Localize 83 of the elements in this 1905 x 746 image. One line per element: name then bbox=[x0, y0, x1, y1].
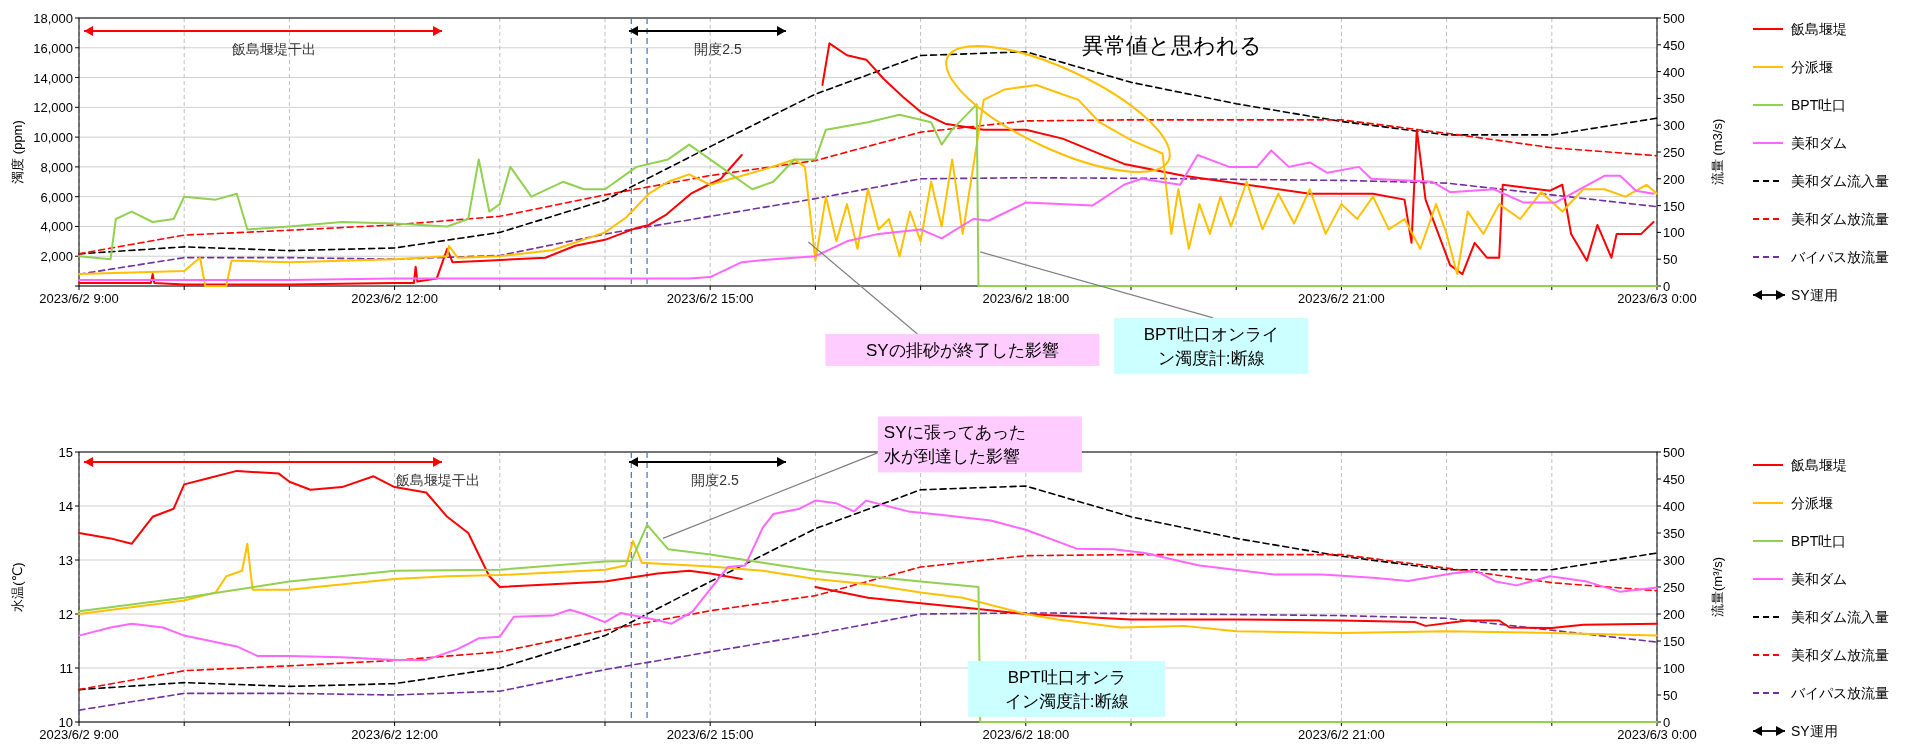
text: SY運用 bbox=[1791, 287, 1838, 303]
y2-tick-label: 500 bbox=[1663, 11, 1685, 26]
legend-label: 美和ダム bbox=[1791, 135, 1847, 151]
y-tick-label: 12,000 bbox=[33, 100, 73, 116]
y2-tick-label: 50 bbox=[1663, 252, 1678, 268]
y2-axis-title: 流量 (m3/s) bbox=[1710, 118, 1725, 186]
x-tick-label: 2023/6/2 18:00 bbox=[982, 727, 1070, 742]
y2-tick-label: 200 bbox=[1663, 607, 1685, 622]
legend-label: 分派堰 bbox=[1791, 495, 1833, 511]
y2-tick-label: 450 bbox=[1663, 472, 1685, 487]
y-axis-title: 濁度 (ppm) bbox=[10, 120, 25, 184]
y2-tick-label: 500 bbox=[1663, 445, 1685, 460]
legend-label: 美和ダム放流量 bbox=[1791, 647, 1889, 663]
legend-label: 美和ダム放流量 bbox=[1791, 211, 1889, 227]
annotation: 開度2.5 bbox=[694, 41, 742, 57]
legend-label: 飯島堰堤 bbox=[1791, 457, 1847, 473]
legend-label: 飯島堰堤 bbox=[1791, 21, 1847, 37]
x-tick-label: 2023/6/2 21:00 bbox=[1298, 291, 1385, 306]
y-tick-label: 14 bbox=[58, 499, 73, 514]
legend-label: 美和ダム流入量 bbox=[1791, 173, 1889, 189]
y-tick-label: 16,000 bbox=[33, 40, 73, 56]
y-tick-label: 10,000 bbox=[33, 130, 73, 146]
legend-label: 分派堰 bbox=[1791, 59, 1833, 75]
y2-tick-label: 0 bbox=[1663, 279, 1671, 294]
x-tick-label: 2023/6/2 21:00 bbox=[1298, 727, 1385, 742]
legend-label: BPT吐口 bbox=[1791, 97, 1847, 113]
y2-tick-label: 300 bbox=[1663, 118, 1685, 134]
y2-axis-title: 流量(m³/s) bbox=[1710, 557, 1725, 617]
annotation: SYの排砂が終了した影響 bbox=[866, 340, 1059, 360]
y2-tick-label: 200 bbox=[1663, 171, 1685, 187]
y-tick-label: 18,000 bbox=[33, 11, 73, 26]
y2-tick-label: 0 bbox=[1663, 715, 1671, 730]
line-series bbox=[78, 149, 1655, 282]
y-axis-title: 水温(℃) bbox=[10, 562, 25, 612]
y2-tick-label: 250 bbox=[1663, 145, 1685, 160]
annotation: BPT吐口オンライン濁度計:断線 bbox=[1143, 324, 1279, 368]
annotation: BPT吐口オンライン濁度計:断線 bbox=[1004, 668, 1129, 711]
y2-tick-label: 350 bbox=[1663, 526, 1685, 541]
x-tick-label: 2023/6/2 12:00 bbox=[351, 727, 438, 742]
line-series bbox=[78, 540, 1658, 637]
y2-tick-label: 450 bbox=[1663, 37, 1685, 53]
y2-tick-label: 300 bbox=[1663, 553, 1685, 568]
x-tick-label: 2023/6/3 0:00 bbox=[1617, 727, 1697, 742]
y2-tick-label: 150 bbox=[1663, 634, 1685, 649]
legend-label: 美和ダム流入量 bbox=[1791, 609, 1889, 625]
y2-tick-label: 150 bbox=[1663, 198, 1685, 214]
line-series bbox=[78, 612, 1658, 711]
annotation: 異常値と思われる bbox=[1082, 33, 1262, 58]
line-series bbox=[78, 499, 1658, 661]
x-tick-label: 2023/6/2 18:00 bbox=[982, 291, 1070, 306]
y2-tick-label: 250 bbox=[1663, 580, 1685, 595]
annotation: 飯島堰堤干出 bbox=[232, 41, 316, 57]
y2-tick-label: 400 bbox=[1663, 499, 1685, 514]
x-tick-label: 2023/6/2 9:00 bbox=[39, 727, 119, 742]
y2-tick-label: 100 bbox=[1663, 661, 1685, 676]
annotation: 開度2.5 bbox=[691, 472, 739, 488]
y-tick-label: 8,000 bbox=[40, 159, 73, 175]
legend-label: BPT吐口 bbox=[1791, 533, 1847, 549]
legend-label: バイパス放流量 bbox=[1790, 685, 1889, 701]
line-series bbox=[78, 523, 1658, 723]
y-tick-label: 10 bbox=[58, 715, 73, 730]
x-tick-label: 2023/6/2 15:00 bbox=[666, 727, 754, 742]
y-tick-label: 11 bbox=[59, 661, 73, 676]
y2-tick-label: 100 bbox=[1663, 225, 1685, 241]
legend-label: 美和ダム bbox=[1791, 571, 1847, 587]
y-tick-label: 6,000 bbox=[40, 189, 73, 205]
y2-tick-label: 400 bbox=[1663, 64, 1685, 80]
y-tick-label: 2,000 bbox=[40, 249, 73, 265]
y-tick-label: 15 bbox=[58, 445, 73, 460]
legend-label: バイパス放流量 bbox=[1790, 249, 1889, 265]
y-tick-label: 14,000 bbox=[33, 70, 73, 86]
annotation: 飯島堰堤干出 bbox=[396, 472, 480, 488]
annotation: SYに張ってあった水が到達した影響 bbox=[883, 423, 1026, 467]
x-tick-label: 2023/6/2 12:00 bbox=[351, 291, 438, 306]
y2-tick-label: 50 bbox=[1663, 688, 1678, 703]
y2-tick-label: 350 bbox=[1663, 91, 1685, 107]
text: SY運用 bbox=[1791, 723, 1838, 739]
y-tick-label: 12 bbox=[58, 607, 73, 622]
x-tick-label: 2023/6/2 15:00 bbox=[666, 291, 754, 306]
y-tick-label: 4,000 bbox=[40, 219, 73, 235]
x-tick-label: 2023/6/3 0:00 bbox=[1617, 291, 1697, 306]
x-tick-label: 2023/6/2 9:00 bbox=[39, 291, 119, 306]
y-tick-label: 13 bbox=[58, 553, 73, 568]
